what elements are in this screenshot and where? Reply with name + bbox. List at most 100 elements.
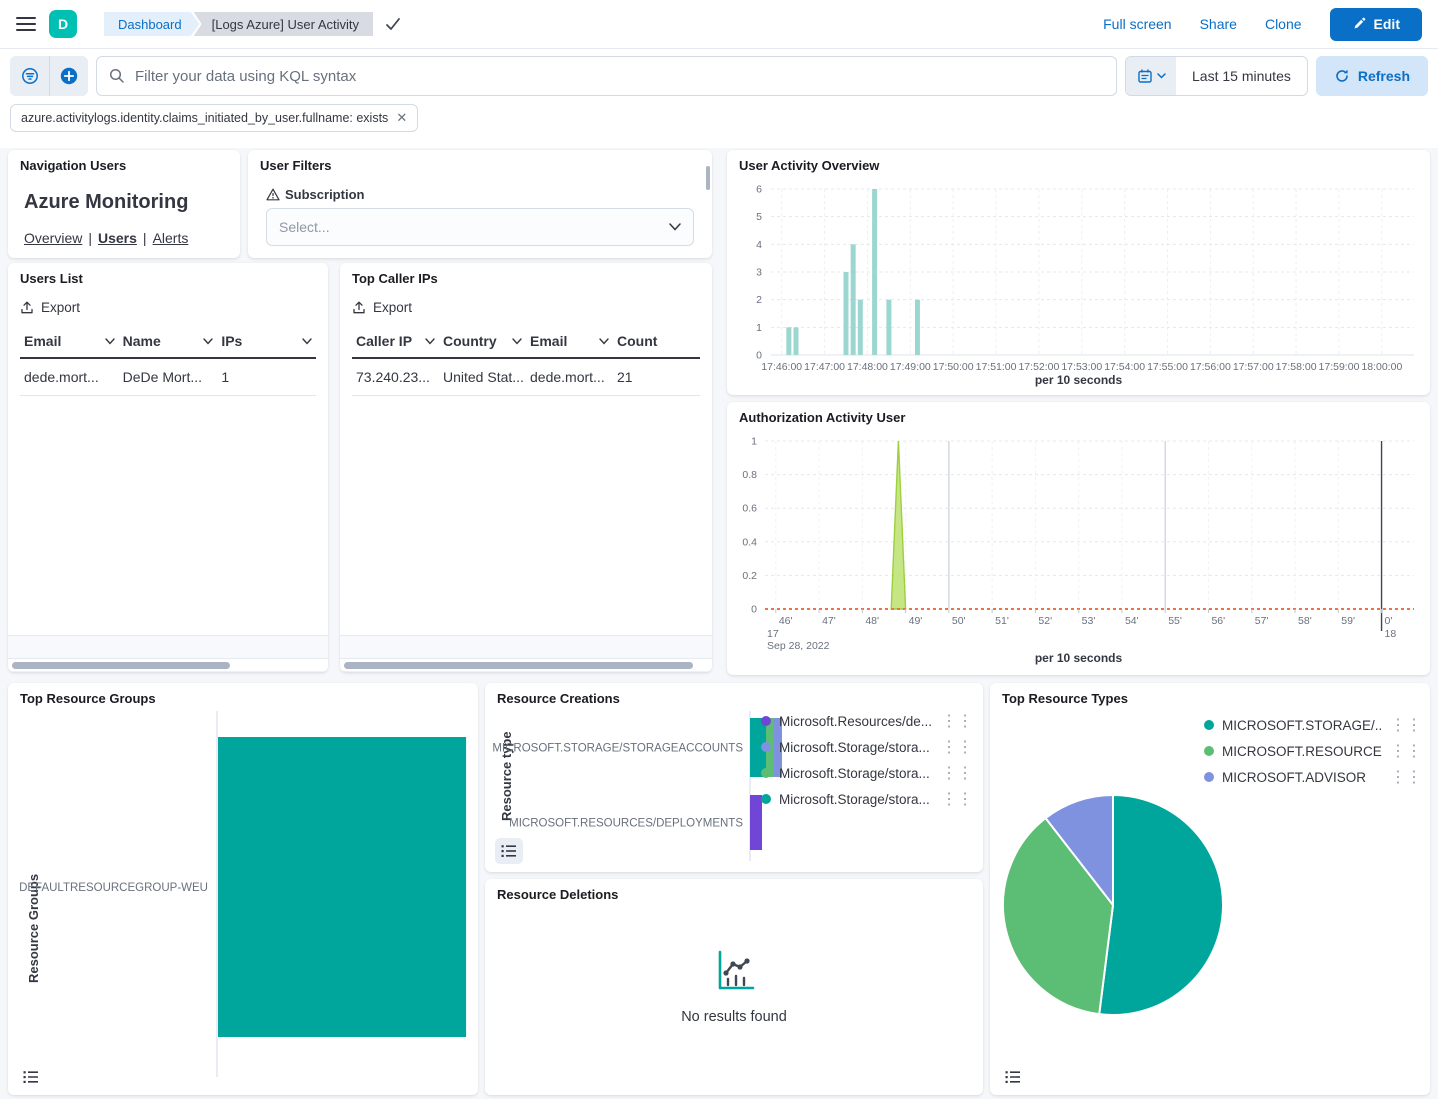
clone-button[interactable]: Clone	[1264, 16, 1302, 32]
menu-icon[interactable]	[16, 17, 36, 31]
edit-button[interactable]: Edit	[1329, 7, 1422, 41]
add-filter-icon[interactable]	[49, 56, 88, 96]
refresh-button[interactable]: Refresh	[1315, 56, 1428, 96]
drag-handle-icon[interactable]: ⋮⋮	[941, 791, 973, 808]
table-header-cell[interactable]: Country	[439, 325, 526, 359]
panel-title[interactable]: Users List	[20, 271, 83, 286]
table-row[interactable]: dede.mort... DeDe Mort... 1	[20, 358, 316, 396]
svg-text:17:48:00: 17:48:00	[847, 361, 888, 373]
chart-legend: Microsoft.Resources/de... ⋮⋮ Microsoft.Sto…	[761, 711, 973, 809]
resource-group-bar	[218, 737, 467, 1037]
table-header-cell[interactable]: Name	[118, 325, 218, 359]
pencil-icon	[1352, 17, 1366, 31]
drag-handle-icon[interactable]: ⋮⋮	[1390, 717, 1422, 734]
activity-bar	[872, 189, 878, 355]
svg-text:46': 46'	[779, 615, 793, 627]
table-header-cell[interactable]: IPs	[217, 325, 316, 359]
resource-creations-chart[interactable]: MICROSOFT.STORAGE/STORAGEACCOUNTS MICROSO…	[485, 705, 805, 865]
dashboard-grid: Navigation Users Azure Monitoring Overvi…	[0, 148, 1438, 1099]
horizontal-scrollbar[interactable]	[344, 661, 694, 669]
panel-title[interactable]: Top Resource Types	[1002, 691, 1128, 706]
close-icon[interactable]: ✕	[396, 110, 408, 125]
legend-label: Microsoft.Resources/de...	[779, 713, 933, 729]
markdown-heading: Azure Monitoring	[24, 191, 189, 213]
panel-resource-creations: Resource Creations Resource type MICROSO…	[485, 683, 983, 872]
export-button[interactable]: Export	[340, 290, 424, 321]
legend-item[interactable]: MICROSOFT.STORAGE/... ⋮⋮	[1204, 715, 1422, 735]
svg-text:17:56:00: 17:56:00	[1190, 361, 1231, 373]
legend-label: MICROSOFT.RESOURCE...	[1222, 743, 1382, 759]
panel-title[interactable]: Top Caller IPs	[352, 271, 438, 286]
drag-handle-icon[interactable]: ⋮⋮	[941, 765, 973, 782]
share-button[interactable]: Share	[1199, 16, 1237, 32]
drag-handle-icon[interactable]: ⋮⋮	[1390, 743, 1422, 760]
export-button[interactable]: Export	[8, 290, 92, 321]
legend-label: MICROSOFT.ADVISOR	[1222, 769, 1367, 785]
table-cell: United Stat...	[439, 358, 526, 396]
panel-title[interactable]: Resource Creations	[497, 691, 620, 706]
table-header-cell[interactable]: Caller IP	[352, 325, 439, 359]
breadcrumb-current-page[interactable]: [Logs Azure] User Activity	[193, 12, 374, 36]
table-cell: dede.mort...	[20, 358, 119, 396]
time-range-label[interactable]: Last 15 minutes	[1176, 57, 1307, 95]
stacked-bar-segment	[750, 718, 766, 777]
legend-toggle-icon[interactable]	[20, 1067, 42, 1087]
saved-queries-icon[interactable]	[10, 56, 49, 96]
table-footer	[340, 635, 712, 672]
kql-search-input[interactable]	[135, 67, 1105, 85]
legend-toggle-icon[interactable]	[495, 838, 523, 864]
panel-user-filters: User Filters Subscription Select...	[248, 150, 712, 258]
authorization-spike	[890, 440, 907, 610]
drag-handle-icon[interactable]: ⋮⋮	[941, 713, 973, 730]
table-cell: dede.mort...	[526, 358, 613, 396]
panel-top-resource-groups: Top Resource Groups Resource Groups DEFA…	[8, 683, 478, 1095]
panel-title[interactable]: User Filters	[260, 158, 332, 173]
legend-item[interactable]: Microsoft.Storage/stora... ⋮⋮	[761, 763, 973, 783]
svg-text:52': 52'	[1038, 615, 1052, 627]
resource-groups-chart[interactable]: DEFAULTRESOURCEGROUP-WEU	[8, 707, 478, 1083]
vertical-scrollbar[interactable]	[706, 166, 710, 190]
subscription-select[interactable]: Select...	[266, 208, 694, 246]
link-overview[interactable]: Overview	[24, 230, 83, 246]
link-alerts[interactable]: Alerts	[152, 230, 189, 246]
panel-title[interactable]: Top Resource Groups	[20, 691, 156, 706]
calendar-icon[interactable]	[1126, 57, 1177, 95]
legend-item[interactable]: MICROSOFT.RESOURCE... ⋮⋮	[1204, 741, 1422, 761]
authorization-activity-chart[interactable]: 0 0.2 0.4 0.6 0.8 1 46' 47' 48' 49' 50' 51' 52' 53' 54…	[735, 429, 1422, 651]
full-screen-button[interactable]: Full screen	[1103, 16, 1172, 32]
resource-types-pie-chart[interactable]	[990, 775, 1250, 1035]
legend-color-dot	[761, 742, 771, 752]
deployment-avatar[interactable]: D	[49, 10, 77, 38]
panel-users-list: Users List Export Email Name IPs dede.mort.…	[8, 263, 328, 672]
table-row[interactable]: 73.240.23... United Stat... dede.mort... 21	[352, 358, 700, 396]
legend-item[interactable]: Microsoft.Storage/stora... ⋮⋮	[761, 789, 973, 809]
drag-handle-icon[interactable]: ⋮⋮	[1390, 769, 1422, 786]
chevron-down-icon	[599, 337, 609, 345]
breadcrumb-dashboard[interactable]: Dashboard	[104, 12, 200, 36]
table-header-cell[interactable]: Email	[20, 325, 119, 359]
chevron-down-icon	[104, 337, 115, 345]
no-results-message: No results found	[681, 1009, 787, 1025]
panel-title[interactable]: Authorization Activity User	[739, 410, 906, 425]
legend-item[interactable]: Microsoft.Resources/de... ⋮⋮	[761, 711, 973, 731]
filter-pill[interactable]: azure.activitylogs.identity.claims_initi…	[10, 104, 419, 132]
chevron-down-icon	[669, 223, 681, 231]
panel-top-caller-ips: Top Caller IPs Export Caller IP Country Em…	[340, 263, 712, 672]
table-header-cell[interactable]: Count	[613, 325, 700, 359]
x-axis-title: per 10 seconds	[1034, 651, 1123, 665]
legend-toggle-icon[interactable]	[1002, 1067, 1024, 1087]
drag-handle-icon[interactable]: ⋮⋮	[941, 739, 973, 756]
legend-item[interactable]: Microsoft.Storage/stora... ⋮⋮	[761, 737, 973, 757]
panel-title[interactable]: Resource Deletions	[497, 887, 619, 902]
panel-title[interactable]: Navigation Users	[20, 158, 127, 173]
link-users[interactable]: Users	[98, 230, 137, 246]
table-header-cell[interactable]: Email	[526, 325, 613, 359]
horizontal-scrollbar[interactable]	[12, 661, 231, 669]
caller-ips-table: Caller IP Country Email Count 73.240.23... Un…	[352, 325, 700, 396]
panel-title[interactable]: User Activity Overview	[739, 158, 880, 173]
user-activity-overview-chart[interactable]: 17:46:00 17:47:00 17:48:00 17:49:00 17:50:00…	[735, 177, 1422, 373]
svg-text:54': 54'	[1125, 615, 1139, 627]
legend-item[interactable]: MICROSOFT.ADVISOR ⋮⋮	[1204, 767, 1422, 787]
export-icon	[20, 301, 34, 315]
legend-label: Microsoft.Storage/stora...	[779, 765, 930, 781]
